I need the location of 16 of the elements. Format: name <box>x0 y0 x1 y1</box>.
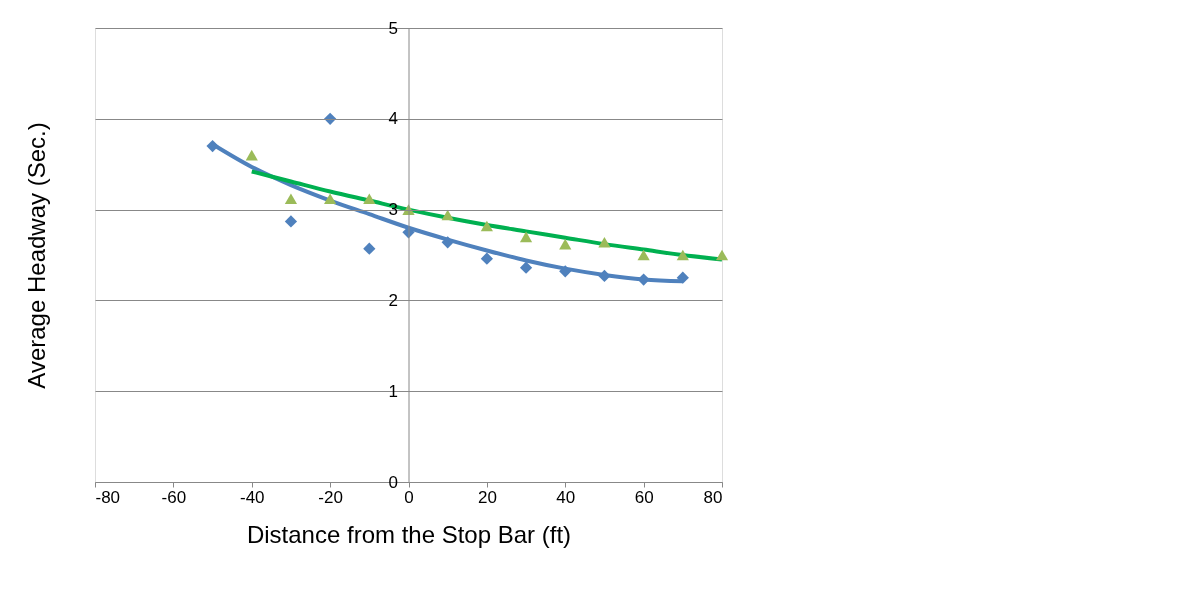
x-tick-label: -80 <box>95 487 121 507</box>
x-tick-label: 60 <box>634 487 654 507</box>
y-tick-label: 0 <box>388 472 398 492</box>
x-tick-label: 20 <box>477 487 497 507</box>
y-axis-title: Average Headway (Sec.) <box>23 122 51 389</box>
y-tick-label: 2 <box>388 290 398 310</box>
x-tick-label: -20 <box>318 487 343 507</box>
x-tick-label: 40 <box>556 487 576 507</box>
y-tick-label: 1 <box>388 381 398 401</box>
x-tick-label: -60 <box>161 487 187 507</box>
y-tick-label: 4 <box>388 109 398 129</box>
x-tick-label: 80 <box>703 487 723 507</box>
x-axis-title: Distance from the Stop Bar (ft) <box>246 520 572 548</box>
y-tick-label: 5 <box>388 18 398 38</box>
x-tick-label: 0 <box>404 487 414 507</box>
x-tick-label: -40 <box>239 487 265 507</box>
